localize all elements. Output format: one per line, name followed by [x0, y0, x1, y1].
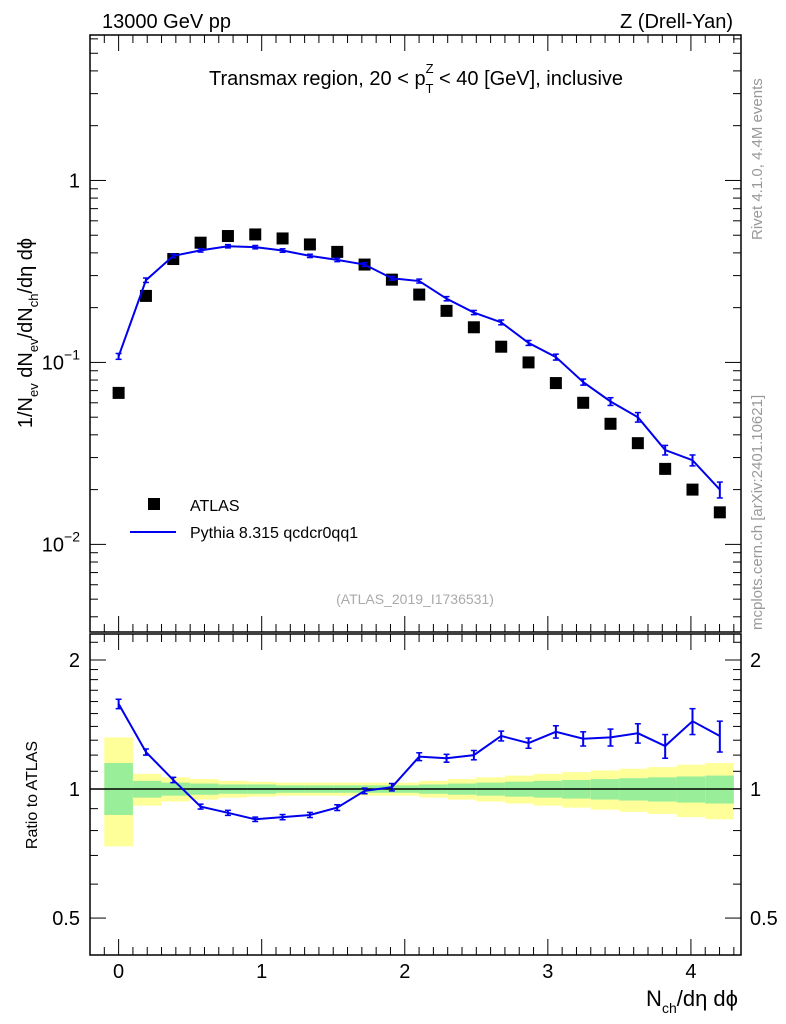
x-axis-label: Nch/dη dϕ — [646, 986, 738, 1016]
atlas-data-point — [276, 232, 289, 245]
ratio-y-axis-label: Ratio to ATLAS — [24, 741, 41, 849]
atlas-data-point — [221, 230, 234, 243]
atlas-data-point — [495, 340, 508, 353]
atlas-data-point — [194, 236, 207, 249]
legend-label-pythia: Pythia 8.315 qcdcr0qq1 — [190, 525, 358, 542]
legend: ATLAS Pythia 8.315 qcdcr0qq1 — [130, 498, 358, 542]
atlas-data-point — [249, 228, 262, 241]
ratio-y-tick-label-right: 1 — [750, 779, 761, 801]
atlas-data-point — [631, 437, 644, 450]
main-y-tick-label: 1 — [69, 170, 80, 192]
mcplots-label: mcplots.cern.ch [arXiv:2401.10621] — [749, 395, 766, 630]
atlas-data-point — [467, 321, 480, 334]
ratio-y-tick-label-left: 1 — [69, 779, 80, 801]
atlas-data-point — [604, 417, 617, 430]
ratio-y-tick-label-left: 0.5 — [52, 908, 80, 930]
ratio-y-tick-label-right: 0.5 — [750, 908, 778, 930]
x-tick-label: 3 — [542, 961, 553, 983]
header-process: 13000 GeV pp — [102, 11, 231, 33]
main-panel: 1 10−1 10−2 Transmax region, 20 < pZ T < 40… — [15, 34, 742, 633]
main-y-axis-label: 1/Nev dNev/dNch/dη dϕ — [15, 238, 41, 428]
main-y-tick-label: 10−1 — [42, 346, 80, 374]
ratio-panel: 0.5 0.5 1 1 2 2 0 1 2 3 4 Ratio to ATLAS Nch/dη dϕ — [24, 633, 778, 1016]
atlas-data-point — [139, 289, 152, 302]
analysis-watermark: (ATLAS_2019_I1736531) — [336, 591, 494, 607]
atlas-data-point — [440, 304, 453, 317]
atlas-data-point — [549, 377, 562, 390]
ratio-frame — [89, 633, 742, 956]
atlas-data-point — [577, 396, 590, 409]
atlas-data-point — [413, 288, 426, 301]
x-tick-label: 2 — [399, 961, 410, 983]
main-frame — [89, 34, 742, 633]
x-tick-label: 4 — [685, 961, 696, 983]
ratio-y-tick-label-right: 2 — [750, 650, 761, 672]
atlas-data-point — [303, 238, 316, 251]
x-tick-label: 0 — [113, 961, 124, 983]
rivet-version-label: Rivet 4.1.0, 4.4M events — [749, 78, 766, 240]
atlas-data-point — [686, 483, 699, 496]
legend-marker-atlas — [148, 498, 160, 510]
atlas-data-point — [659, 462, 672, 475]
legend-label-atlas: ATLAS — [190, 498, 240, 515]
atlas-data-point — [112, 386, 125, 399]
ratio-y-tick-label-left: 2 — [69, 650, 80, 672]
atlas-data-point — [331, 245, 344, 258]
atlas-data-point — [713, 506, 726, 519]
main-y-tick-label: 10−2 — [42, 528, 80, 556]
plot-title: Transmax region, 20 < pZ T < 40 [GeV], in… — [209, 61, 623, 96]
atlas-data-point — [522, 356, 535, 369]
header-channel: Z (Drell-Yan) — [620, 11, 733, 33]
x-tick-label: 1 — [256, 961, 267, 983]
